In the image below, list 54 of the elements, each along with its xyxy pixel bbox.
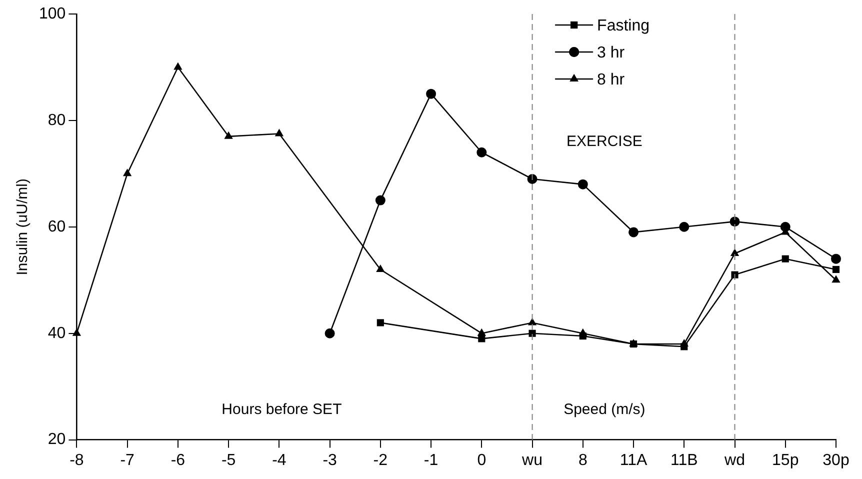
y-axis-title: Insulin (uU/ml): [14, 178, 32, 276]
point: [376, 264, 385, 272]
x-tick-label: -1: [424, 452, 438, 469]
point: [680, 343, 688, 350]
point: [528, 330, 536, 337]
x-tick-label: -7: [120, 452, 135, 469]
annotation: Speed (m/s): [564, 401, 646, 418]
y-tick-label: 100: [38, 5, 66, 22]
y-tick-label: 60: [48, 218, 66, 236]
y-tick-label: 20: [48, 431, 66, 448]
point: [324, 328, 335, 338]
point: [832, 266, 840, 274]
legend-label: Fasting: [597, 17, 650, 34]
legend-label: 3 hr: [597, 44, 626, 62]
point: [780, 222, 790, 232]
legend-label: 8 hr: [597, 71, 626, 88]
point: [478, 335, 486, 342]
x-tick-label: 15p: [772, 452, 799, 469]
x-tick-label: 8: [578, 452, 588, 469]
point: [628, 227, 639, 238]
x-tick-label: 11A: [620, 452, 648, 469]
x-tick-label: -6: [170, 452, 186, 469]
point: [426, 88, 436, 99]
x-tick-label: 11B: [670, 452, 698, 469]
x-tick-label: 30p: [822, 452, 850, 469]
point: [579, 332, 586, 340]
point: [174, 62, 182, 70]
x-tick-label: -5: [221, 452, 236, 469]
point: [375, 195, 386, 206]
x-tick-label: -3: [322, 452, 338, 469]
point: [376, 319, 384, 326]
x-tick-label: -8: [70, 452, 84, 469]
y-tick-label: 80: [48, 112, 66, 129]
x-tick-label: 0: [477, 452, 486, 469]
x-tick-label: -4: [272, 452, 286, 469]
point: [72, 328, 82, 336]
point: [527, 174, 538, 184]
point: [122, 168, 132, 176]
annotation: Hours before SET: [222, 401, 342, 418]
x-tick-label: wd: [724, 452, 745, 469]
annotation: EXERCISE: [566, 132, 642, 150]
point: [832, 275, 840, 283]
x-tick-label: wu: [521, 452, 543, 469]
point: [730, 216, 740, 227]
point: [476, 147, 487, 158]
point: [274, 128, 284, 136]
x-tick-label: -2: [373, 452, 388, 469]
point: [731, 271, 738, 278]
point: [831, 254, 841, 264]
y-tick-label: 40: [48, 324, 66, 342]
point: [578, 179, 588, 190]
point: [782, 255, 789, 262]
point: [679, 222, 690, 232]
point: [224, 131, 233, 139]
